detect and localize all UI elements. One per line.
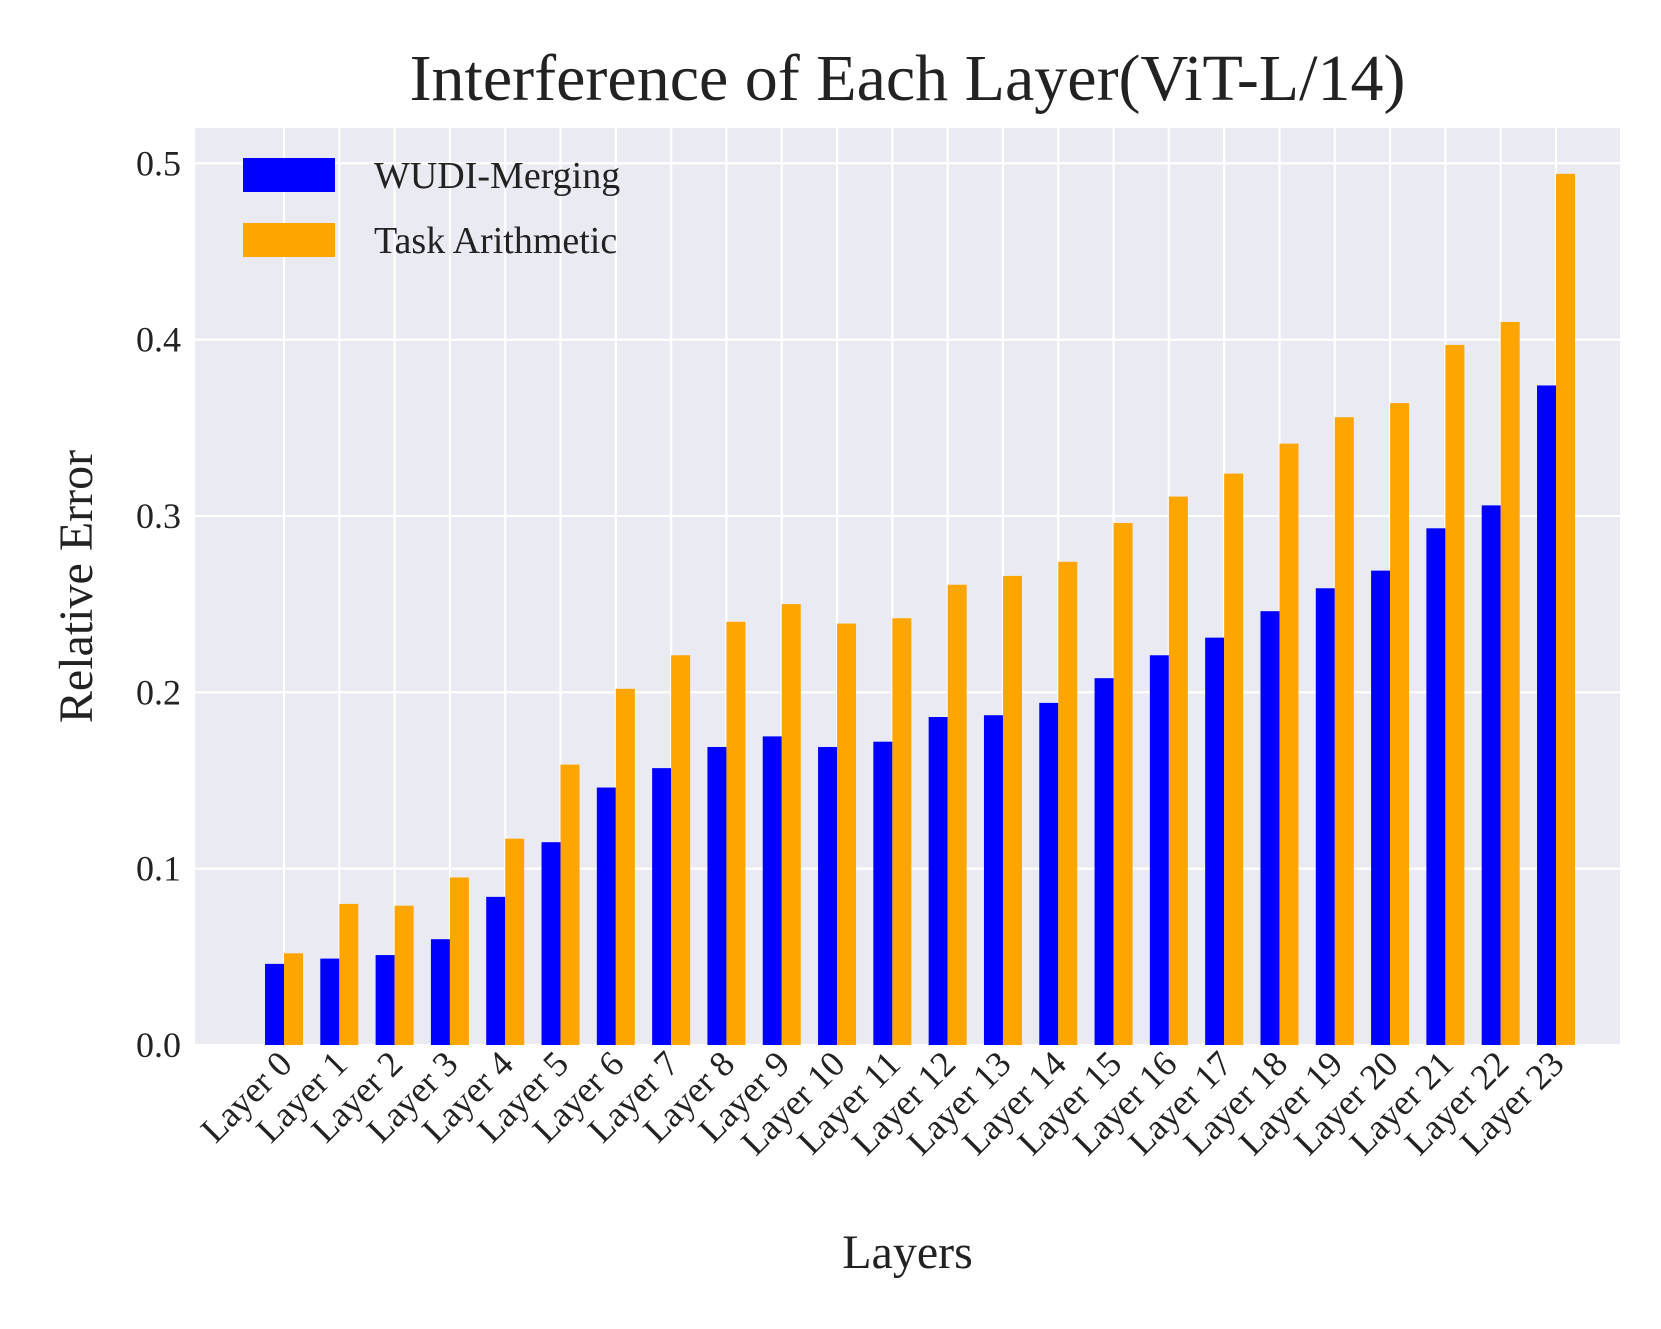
legend-swatch [243, 158, 335, 192]
bar-task-arithmetic [1390, 403, 1410, 1046]
bar-task-arithmetic [339, 903, 359, 1045]
bar-wudi-merging [873, 741, 893, 1045]
bar-task-arithmetic [284, 953, 303, 1045]
bar-wudi-merging [430, 939, 450, 1045]
bar-wudi-merging [320, 958, 340, 1045]
bar-wudi-merging [375, 955, 395, 1045]
bar-task-arithmetic [1168, 496, 1188, 1045]
bar-task-arithmetic [1224, 473, 1244, 1046]
bar-wudi-merging [596, 787, 616, 1045]
y-tick-label: 0.0 [136, 1025, 181, 1065]
bar-task-arithmetic [1334, 417, 1354, 1045]
bar-task-arithmetic [837, 623, 857, 1045]
bar-task-arithmetic [394, 905, 414, 1045]
legend-label: WUDI-Merging [374, 155, 620, 197]
bar-task-arithmetic [1279, 443, 1299, 1045]
bar-task-arithmetic [505, 838, 525, 1045]
bar-wudi-merging [1039, 702, 1059, 1045]
legend-label: Task Arithmetic [374, 220, 617, 262]
y-tick-label: 0.2 [136, 672, 181, 712]
legend: WUDI-Merging Task Arithmetic [243, 155, 620, 262]
bar-task-arithmetic [947, 584, 967, 1045]
bar-wudi-merging [928, 716, 948, 1045]
bar-task-arithmetic [1500, 321, 1520, 1045]
bar-wudi-merging [1315, 588, 1335, 1045]
bar-wudi-merging [1260, 611, 1280, 1045]
y-tick-label: 0.1 [136, 849, 181, 889]
bar-wudi-merging [652, 768, 672, 1045]
y-tick-label: 0.4 [136, 320, 181, 360]
y-tick-label: 0.3 [136, 496, 181, 536]
bar-wudi-merging [707, 746, 727, 1045]
bar-wudi-merging [818, 746, 838, 1045]
y-tick-label: 0.5 [136, 143, 181, 183]
bar-task-arithmetic [671, 655, 691, 1045]
bar-wudi-merging [762, 736, 782, 1045]
bar-wudi-merging [1371, 570, 1391, 1045]
bar-wudi-merging [1481, 505, 1501, 1046]
bar-wudi-merging [265, 963, 284, 1045]
bar-wudi-merging [1426, 528, 1446, 1045]
bar-series [265, 173, 1575, 1046]
bar-wudi-merging [1537, 385, 1556, 1045]
legend-swatch [243, 223, 335, 257]
chart-title: Interference of Each Layer(ViT-L/14) [410, 42, 1406, 115]
bar-task-arithmetic [1445, 344, 1465, 1045]
bar-task-arithmetic [1556, 173, 1575, 1046]
bar-wudi-merging [541, 842, 561, 1045]
bar-wudi-merging [983, 715, 1003, 1045]
bar-task-arithmetic [560, 764, 580, 1045]
x-axis-label: Layers [842, 1226, 973, 1279]
bar-task-arithmetic [1058, 561, 1078, 1045]
bar-wudi-merging [1149, 655, 1169, 1045]
bar-wudi-merging [1094, 678, 1114, 1045]
bar-task-arithmetic [726, 621, 746, 1045]
bar-task-arithmetic [1002, 575, 1022, 1045]
bar-task-arithmetic [1113, 523, 1133, 1045]
bar-task-arithmetic [781, 604, 801, 1045]
bar-task-arithmetic [892, 618, 912, 1045]
y-axis-ticks: 0.0 0.1 0.2 0.3 0.4 0.5 [136, 143, 181, 1065]
bar-task-arithmetic [615, 688, 635, 1045]
y-axis-label: Relative Error [50, 450, 103, 723]
bar-wudi-merging [1205, 637, 1225, 1045]
bar-task-arithmetic [449, 877, 469, 1045]
bar-wudi-merging [486, 896, 506, 1045]
